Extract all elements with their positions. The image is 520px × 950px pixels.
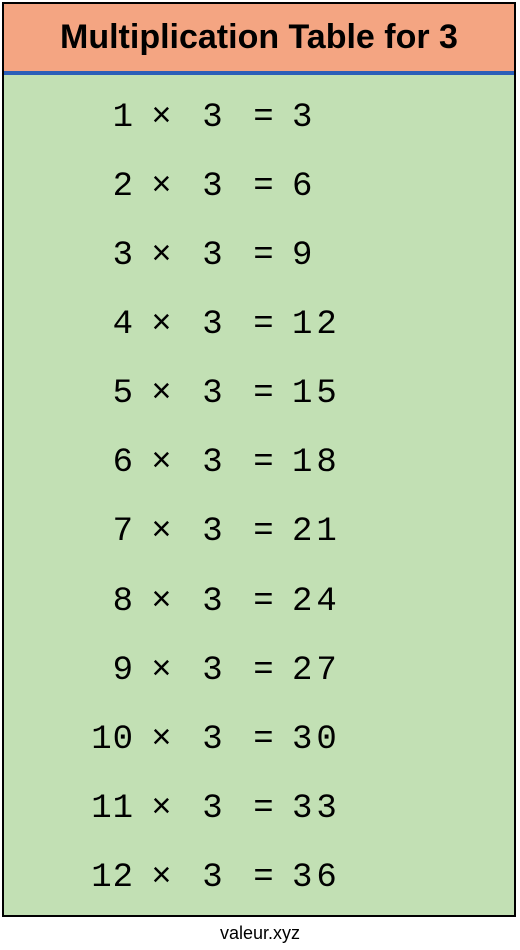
operand-a: 5 <box>44 375 134 413</box>
result: 15 <box>292 375 382 413</box>
operand-b: 3 <box>190 583 236 621</box>
table-row: 3 × 3 = 9 <box>44 237 474 275</box>
operand-b: 3 <box>190 99 236 137</box>
table-row: 8 × 3 = 24 <box>44 583 474 621</box>
result: 3 <box>292 99 382 137</box>
operand-b: 3 <box>190 790 236 828</box>
result: 21 <box>292 513 382 551</box>
operand-b: 3 <box>190 859 236 897</box>
table-row: 7 × 3 = 21 <box>44 513 474 551</box>
result: 24 <box>292 583 382 621</box>
result: 30 <box>292 721 382 759</box>
table-row: 10 × 3 = 30 <box>44 721 474 759</box>
operand-a: 11 <box>44 790 134 828</box>
operand-b: 3 <box>190 168 236 206</box>
operand-a: 7 <box>44 513 134 551</box>
table-body: 1 × 3 = 3 2 × 3 = 6 3 × 3 = 9 4 × 3 = 12 <box>4 75 514 915</box>
equals: = <box>236 721 292 759</box>
equals: = <box>236 444 292 482</box>
operator: × <box>134 306 190 344</box>
operator: × <box>134 859 190 897</box>
operator: × <box>134 583 190 621</box>
operand-a: 2 <box>44 168 134 206</box>
result: 6 <box>292 168 382 206</box>
table-row: 4 × 3 = 12 <box>44 306 474 344</box>
operator: × <box>134 513 190 551</box>
table-container: Multiplication Table for 3 1 × 3 = 3 2 ×… <box>2 2 516 917</box>
equals: = <box>236 237 292 275</box>
equals: = <box>236 375 292 413</box>
equals: = <box>236 99 292 137</box>
operator: × <box>134 652 190 690</box>
table-row: 12 × 3 = 36 <box>44 859 474 897</box>
equals: = <box>236 513 292 551</box>
operand-b: 3 <box>190 513 236 551</box>
operator: × <box>134 237 190 275</box>
table-row: 9 × 3 = 27 <box>44 652 474 690</box>
equals: = <box>236 168 292 206</box>
header: Multiplication Table for 3 <box>4 4 514 75</box>
result: 12 <box>292 306 382 344</box>
result: 9 <box>292 237 382 275</box>
table-row: 2 × 3 = 6 <box>44 168 474 206</box>
table-row: 5 × 3 = 15 <box>44 375 474 413</box>
operand-b: 3 <box>190 306 236 344</box>
operand-b: 3 <box>190 721 236 759</box>
operand-a: 1 <box>44 99 134 137</box>
operator: × <box>134 790 190 828</box>
table-row: 6 × 3 = 18 <box>44 444 474 482</box>
page-title: Multiplication Table for 3 <box>14 18 504 57</box>
result: 27 <box>292 652 382 690</box>
equals: = <box>236 583 292 621</box>
operand-a: 12 <box>44 859 134 897</box>
operator: × <box>134 721 190 759</box>
operand-a: 8 <box>44 583 134 621</box>
equals: = <box>236 859 292 897</box>
result: 33 <box>292 790 382 828</box>
equals: = <box>236 790 292 828</box>
operand-b: 3 <box>190 444 236 482</box>
operand-a: 4 <box>44 306 134 344</box>
result: 36 <box>292 859 382 897</box>
footer-credit: valeur.xyz <box>0 919 520 950</box>
operand-b: 3 <box>190 237 236 275</box>
operand-a: 6 <box>44 444 134 482</box>
table-row: 11 × 3 = 33 <box>44 790 474 828</box>
result: 18 <box>292 444 382 482</box>
operand-a: 3 <box>44 237 134 275</box>
operator: × <box>134 375 190 413</box>
operand-a: 9 <box>44 652 134 690</box>
operator: × <box>134 168 190 206</box>
equals: = <box>236 652 292 690</box>
operand-b: 3 <box>190 375 236 413</box>
operand-a: 10 <box>44 721 134 759</box>
operator: × <box>134 99 190 137</box>
operator: × <box>134 444 190 482</box>
operand-b: 3 <box>190 652 236 690</box>
equals: = <box>236 306 292 344</box>
table-row: 1 × 3 = 3 <box>44 99 474 137</box>
